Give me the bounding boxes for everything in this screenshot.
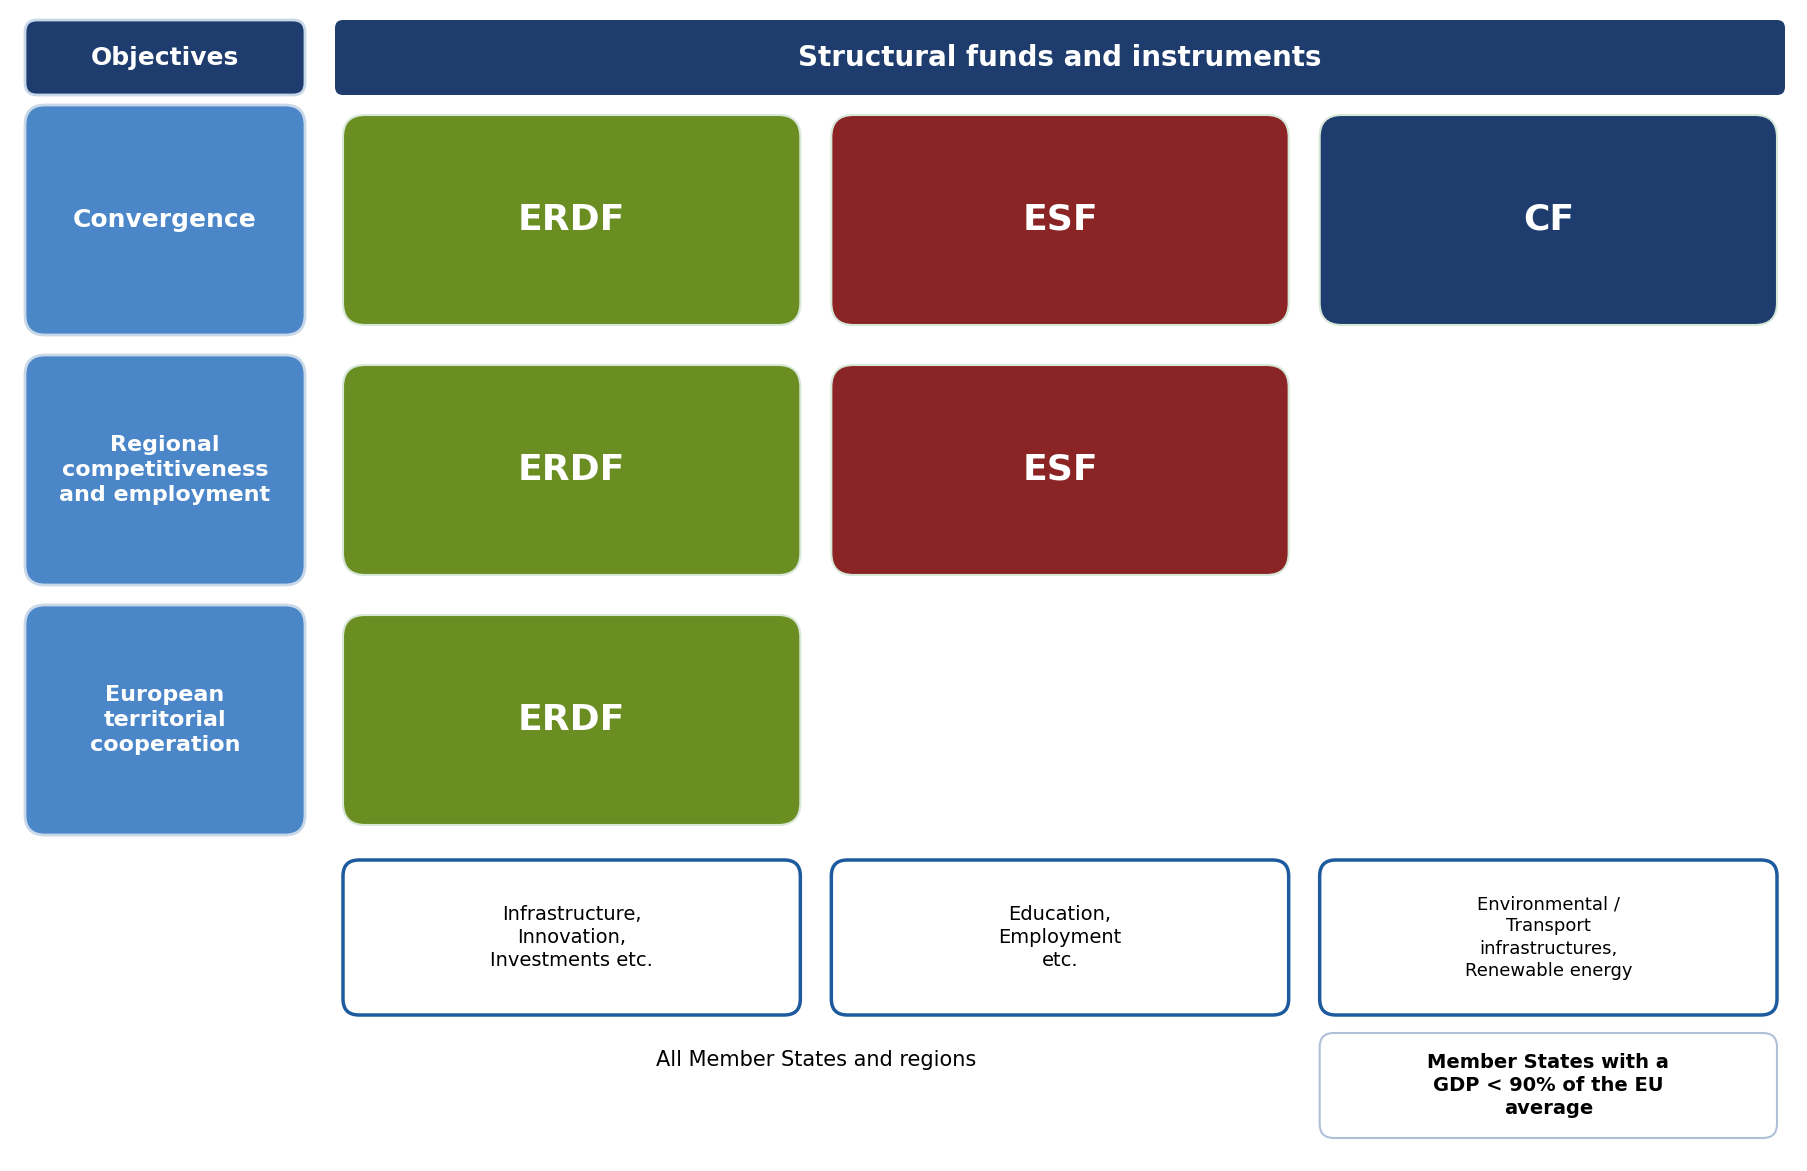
Text: Infrastructure,
Innovation,
Investments etc.: Infrastructure, Innovation, Investments … bbox=[490, 904, 652, 971]
FancyBboxPatch shape bbox=[831, 115, 1288, 326]
Text: ESF: ESF bbox=[1023, 453, 1099, 487]
Text: Structural funds and instruments: Structural funds and instruments bbox=[799, 43, 1321, 71]
Text: ERDF: ERDF bbox=[519, 203, 625, 237]
Text: All Member States and regions: All Member States and regions bbox=[656, 1050, 976, 1070]
Text: ERDF: ERDF bbox=[519, 453, 625, 487]
FancyBboxPatch shape bbox=[25, 605, 305, 835]
Text: CF: CF bbox=[1523, 203, 1574, 237]
Text: ESF: ESF bbox=[1023, 203, 1099, 237]
Text: Regional
competitiveness
and employment: Regional competitiveness and employment bbox=[60, 436, 271, 505]
FancyBboxPatch shape bbox=[1319, 1033, 1776, 1138]
Text: Member States with a
GDP < 90% of the EU
average: Member States with a GDP < 90% of the EU… bbox=[1428, 1053, 1670, 1118]
FancyBboxPatch shape bbox=[334, 20, 1785, 95]
FancyBboxPatch shape bbox=[25, 355, 305, 586]
FancyBboxPatch shape bbox=[343, 115, 801, 326]
Text: Objectives: Objectives bbox=[90, 46, 239, 69]
FancyBboxPatch shape bbox=[343, 860, 801, 1015]
FancyBboxPatch shape bbox=[25, 105, 305, 335]
FancyBboxPatch shape bbox=[831, 860, 1288, 1015]
FancyBboxPatch shape bbox=[831, 365, 1288, 575]
FancyBboxPatch shape bbox=[1319, 860, 1776, 1015]
Text: European
territorial
cooperation: European territorial cooperation bbox=[90, 685, 240, 755]
FancyBboxPatch shape bbox=[25, 20, 305, 95]
FancyBboxPatch shape bbox=[1319, 115, 1776, 326]
Text: Convergence: Convergence bbox=[72, 208, 257, 232]
Text: Education,
Employment
etc.: Education, Employment etc. bbox=[999, 904, 1122, 971]
Text: Environmental /
Transport
infrastructures,
Renewable energy: Environmental / Transport infrastructure… bbox=[1465, 895, 1632, 980]
FancyBboxPatch shape bbox=[343, 365, 801, 575]
Text: ERDF: ERDF bbox=[519, 703, 625, 737]
FancyBboxPatch shape bbox=[343, 615, 801, 826]
